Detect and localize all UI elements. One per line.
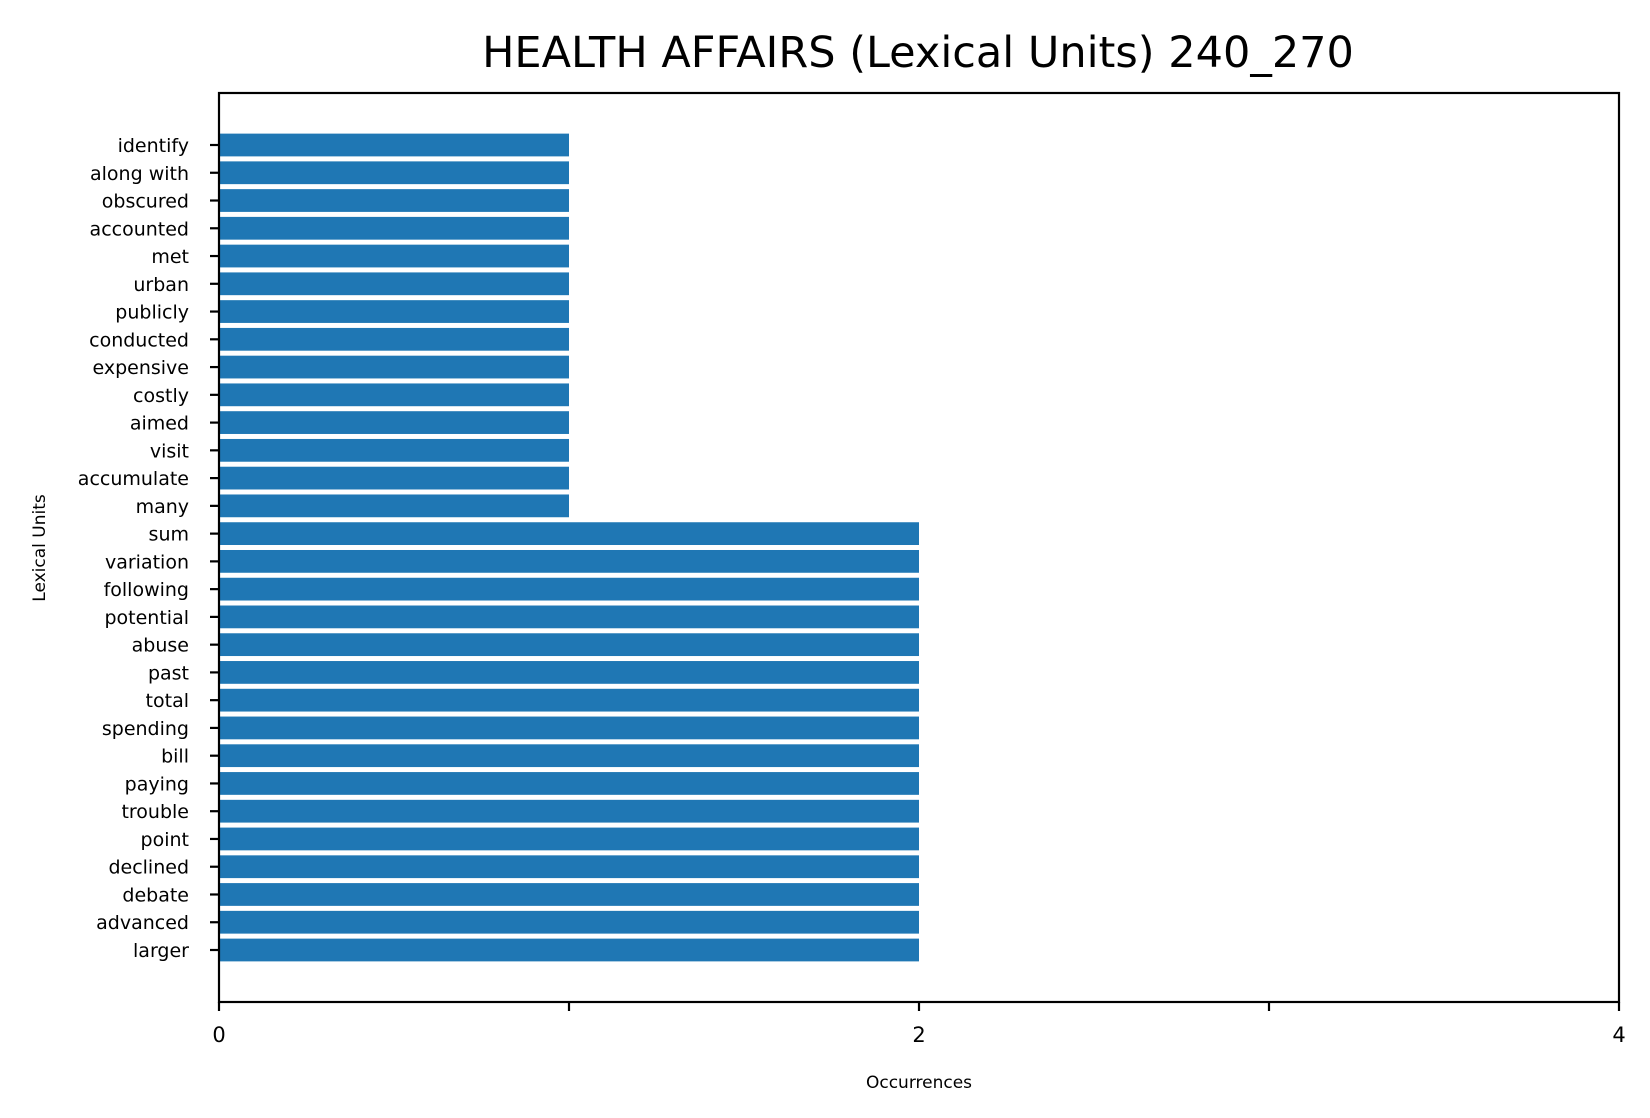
bar-advanced [219,910,919,934]
y-tick-label: along with [90,163,189,185]
ticks-layer: identify along with obscured accounted met ur… [78,135,1626,1047]
y-tick-label: costly [133,385,189,407]
bar-accounted [219,216,569,240]
bar-sum [219,522,919,546]
y-tick-label: debate [122,884,189,906]
bar-potential [219,605,919,629]
y-tick-label: accumulate [78,468,189,490]
y-tick-label: paying [125,773,189,795]
y-tick-label: expensive [92,357,189,379]
bar-obscured [219,189,569,212]
x-tick-label: 4 [1612,1023,1625,1047]
bar-conducted [219,327,569,351]
bar-total [219,688,919,712]
y-tick-label: past [148,662,189,684]
x-axis-label: Occurrences [866,1073,972,1093]
y-tick-label: declined [108,857,189,879]
y-tick-label: publicly [115,302,189,324]
plot-frame [217,91,1621,1004]
bar-paying [219,772,919,795]
bar-accumulate [219,466,569,490]
y-tick-label: potential [104,607,189,629]
bar-bill [219,744,919,768]
y-tick-label: identify [118,135,189,157]
y-tick-label: larger [133,940,189,962]
bar-identify [219,133,569,157]
y-axis-label: Lexical Units [30,494,50,602]
y-tick-label: trouble [121,801,189,823]
bar-along-with [219,161,569,185]
bar-larger [219,938,919,962]
bar-publicly [219,300,569,323]
y-tick-label: sum [149,524,189,546]
chart-title: HEALTH AFFAIRS (Lexical Units) 240_270 [482,28,1354,78]
y-tick-label: advanced [96,912,189,934]
bars-layer [219,133,919,962]
y-tick-label: many [136,496,189,518]
y-tick-label: urban [133,274,189,296]
bar-trouble [219,799,919,823]
x-tick-label: 2 [912,1023,925,1047]
y-tick-label: total [146,690,189,712]
bar-aimed [219,411,569,434]
y-tick-label: variation [105,551,189,573]
y-tick-label: met [151,246,189,268]
bar-costly [219,383,569,407]
y-tick-label: aimed [130,413,189,435]
bar-spending [219,716,919,740]
bar-following [219,577,919,601]
y-tick-label: conducted [89,329,189,351]
bar-met [219,244,569,268]
bar-expensive [219,355,569,379]
y-tick-label: obscured [102,191,189,213]
bar-abuse [219,633,919,657]
y-tick-label: abuse [132,635,189,657]
x-tick-label: 0 [212,1023,225,1047]
y-tick-label: accounted [90,218,189,240]
y-tick-label: spending [102,718,189,740]
bar-urban [219,272,569,296]
bar-past [219,661,919,684]
bar-debate [219,883,919,906]
y-tick-label: point [141,829,189,851]
bar-variation [219,549,919,573]
bar-visit [219,438,569,462]
bar-many [219,494,569,518]
y-tick-label: following [104,579,189,601]
bar-declined [219,855,919,879]
y-tick-label: visit [150,440,189,462]
bar-point [219,827,919,851]
y-tick-label: bill [161,746,189,768]
